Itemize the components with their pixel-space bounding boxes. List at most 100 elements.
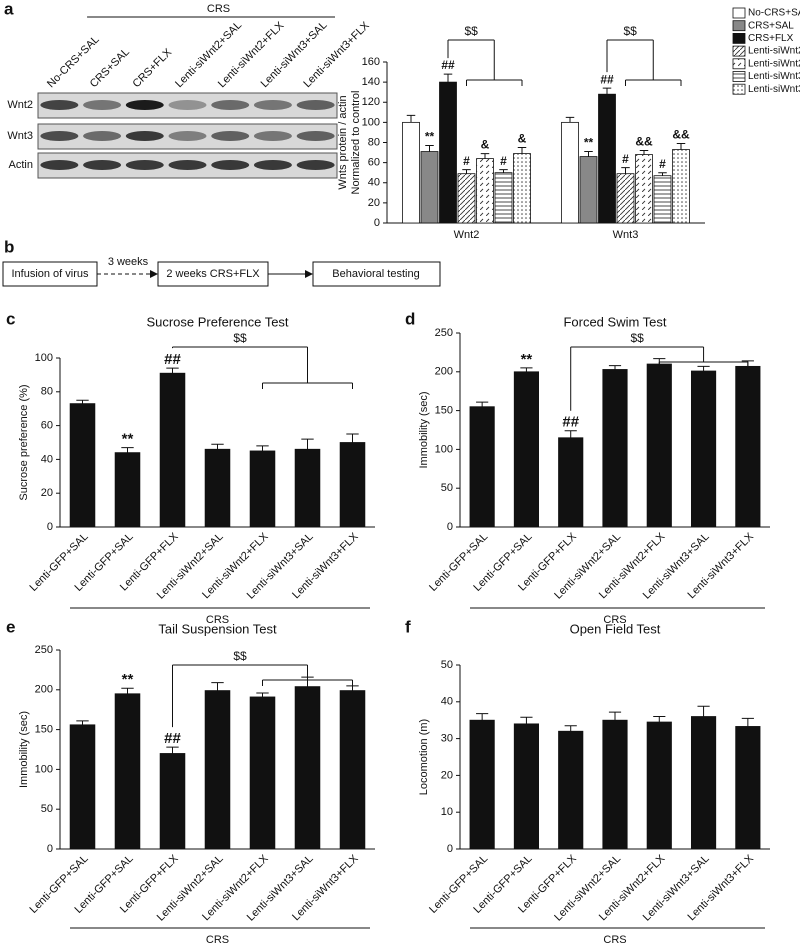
step-label: Infusion of virus	[11, 268, 89, 280]
chart-title: Open Field Test	[570, 621, 661, 636]
significance-mark: &&	[635, 135, 653, 149]
error-bar	[639, 150, 649, 155]
error-bar	[608, 711, 622, 721]
legend-swatch	[732, 20, 746, 32]
bar	[114, 452, 141, 528]
chart-title: Sucrose Preference Test	[146, 314, 288, 329]
diagram: b Infusion of virus 2 weeks CRS+FLX Beha…	[2, 237, 441, 287]
group-label: CRS	[207, 3, 230, 15]
interval-label: 3 weeks	[108, 256, 149, 268]
bar	[672, 149, 690, 224]
significance-mark: ##	[164, 351, 181, 368]
band	[168, 131, 207, 141]
group-label: CRS	[206, 614, 229, 626]
bar	[558, 437, 584, 528]
bar	[513, 153, 531, 224]
bar	[690, 370, 717, 528]
bar	[204, 448, 231, 528]
y-tick-label: 50	[41, 803, 53, 815]
band	[168, 100, 207, 110]
y-tick-label: 0	[47, 521, 53, 533]
x-tick-label: Wnt3	[613, 229, 639, 241]
legend-swatch	[732, 33, 746, 44]
bar	[646, 363, 672, 528]
bar	[513, 723, 540, 850]
error-bar	[476, 713, 489, 721]
error-bar	[406, 114, 416, 123]
error-bar	[166, 746, 179, 754]
error-bar	[697, 705, 710, 717]
error-bar	[602, 87, 612, 95]
y-tick-label: 250	[35, 644, 53, 656]
band	[168, 160, 207, 170]
bar	[635, 154, 653, 224]
y-tick-label: 40	[41, 453, 53, 465]
error-bar	[301, 438, 314, 450]
bar	[294, 448, 321, 528]
error-bar	[697, 365, 710, 372]
significance-mark: ##	[600, 72, 614, 86]
bar	[457, 173, 476, 224]
y-tick-label: 10	[441, 806, 453, 818]
bar	[476, 158, 494, 224]
error-bar	[211, 682, 224, 691]
legend-swatch	[732, 45, 746, 57]
significance-mark: ##	[562, 414, 579, 431]
legend-label: Lenti-siWnt3+CRS+SAL	[748, 71, 800, 82]
lane-label: CRS+FLX	[130, 46, 174, 90]
bar	[249, 450, 276, 528]
y-tick-label: 0	[447, 521, 453, 533]
group-label: CRS	[603, 614, 626, 626]
error-bar	[346, 685, 359, 691]
band	[83, 160, 122, 170]
bar	[339, 442, 366, 528]
panel-label: a	[4, 0, 14, 18]
significance-mark: **	[584, 136, 594, 150]
legend-label: CRS+FLX	[748, 33, 794, 44]
error-bar	[520, 716, 533, 724]
legend-swatch	[732, 7, 746, 19]
legend-label: No-CRS+SAL	[748, 8, 800, 19]
band	[253, 100, 292, 110]
y-tick-label: 50	[441, 482, 453, 494]
band	[125, 100, 164, 110]
chart-title: Forced Swim Test	[563, 314, 666, 329]
y-tick-label: 150	[35, 724, 53, 736]
error-bar	[121, 687, 134, 694]
y-tick-label: 20	[441, 769, 453, 781]
y-tick-label: 80	[41, 386, 53, 398]
panel-label: b	[4, 237, 14, 256]
y-tick-label: 140	[362, 76, 380, 88]
band	[125, 131, 164, 141]
y-tick-label: 150	[435, 405, 453, 417]
error-bar	[480, 153, 490, 159]
bar	[735, 726, 761, 850]
panel-label: c	[6, 309, 15, 328]
error-bar	[608, 365, 622, 370]
bar	[159, 372, 186, 528]
comparison-label: $$	[464, 24, 478, 38]
bar	[249, 696, 276, 850]
y-tick-label: 80	[368, 136, 380, 148]
bar	[114, 693, 141, 850]
chart-title: Tail Suspension Test	[158, 621, 277, 636]
y-axis-label: Locomotion (m)	[418, 719, 430, 795]
bar	[294, 686, 321, 850]
comparison-label: $$	[630, 331, 644, 345]
band	[211, 100, 250, 110]
error-bar	[741, 717, 754, 727]
error-bar	[166, 367, 179, 374]
bar	[598, 93, 616, 224]
significance-mark: ##	[164, 730, 181, 747]
y-tick-label: 40	[368, 177, 380, 189]
bar	[494, 172, 513, 224]
error-bar	[584, 151, 593, 157]
significance-mark: #	[500, 154, 507, 168]
band	[211, 160, 250, 170]
error-bar	[565, 116, 575, 123]
bar	[469, 719, 495, 850]
bar	[513, 371, 540, 528]
error-bar	[121, 447, 134, 453]
row-label: Wnt2	[7, 99, 33, 111]
